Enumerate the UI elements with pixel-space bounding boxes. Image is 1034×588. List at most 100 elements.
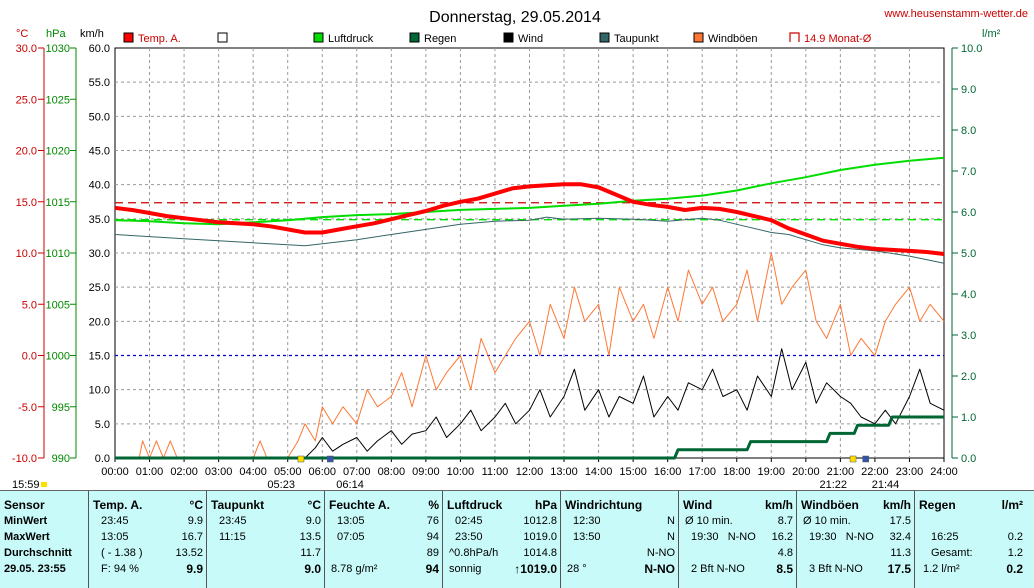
summary-label-current: 29.05. 23:55: [4, 563, 66, 575]
x-tick-label: 01:00: [136, 466, 164, 478]
rain-tick-label: 9.0: [961, 84, 976, 96]
summary-section-wind: Wind km/h Ø 10 min. 8.7 19:30 N-NO 16.2 4.8…: [678, 491, 797, 588]
pressure-tick-label: 1030: [46, 43, 70, 55]
summary-cell-total: 1.2 l/m²: [923, 563, 960, 575]
x-tick-label: 07:00: [343, 466, 371, 478]
temp-tick-label: -5.0: [18, 402, 37, 414]
summary-section-windrichtung: Windrichtung 12:30 N 13:50 N N-NO 28 ° N-NO: [560, 491, 679, 588]
rain-tick-label: 2.0: [961, 371, 976, 383]
sun-marker-icon: [297, 455, 305, 463]
x-tick-label: 00:00: [101, 466, 129, 478]
sun-marker-label: 06:14: [336, 479, 364, 490]
series-line-wind: [115, 348, 945, 459]
summary-section-luftdruck: Luftdruck hPa 02:45 1012.8 23:50 1019.0 ^0.…: [442, 491, 561, 588]
pressure-tick-label: 1025: [46, 94, 70, 106]
summary-cell-value: 1.2: [1007, 547, 1023, 559]
summary-label-min: MinWert: [4, 515, 48, 527]
wind-tick-label: 35.0: [89, 214, 110, 226]
series-line-taupunkt: [114, 216, 945, 264]
legend-label: Regen: [424, 33, 456, 45]
temp-tick-label: 5.0: [22, 299, 37, 311]
summary-cell-time: 16:25: [931, 531, 959, 543]
pressure-tick-label: 990: [52, 453, 70, 465]
website-label: www.heusenstamm-wetter.de: [883, 8, 1028, 20]
summary-header-label: Feuchte A.: [329, 498, 390, 512]
x-tick-label: 13:00: [550, 466, 578, 478]
wind-tick-label: 20.0: [89, 316, 110, 328]
summary-cell-current: 0.2: [1006, 562, 1023, 576]
wind-tick-label: 30.0: [89, 248, 110, 260]
pressure-unit-label: hPa: [46, 28, 66, 40]
summary-header-label: Windböen: [801, 498, 859, 512]
wind-tick-label: 15.0: [89, 351, 110, 363]
summary-cell-time: 23:45: [219, 515, 247, 527]
temp-tick-label: 30.0: [16, 43, 37, 55]
summary-cell-current: 94: [425, 562, 439, 576]
summary-cell-value: 1014.8: [523, 547, 557, 559]
summary-cell-value: 9.0: [305, 515, 321, 527]
legend-swatch: [313, 32, 324, 43]
summary-cell-note: Ø 10 min.: [803, 515, 851, 527]
corner-time-label: 15:59: [12, 479, 40, 490]
rain-tick-label: 0.0: [961, 453, 976, 465]
summary-cell-time: 23:50: [455, 531, 483, 543]
rain-tick-label: 8.0: [961, 125, 976, 137]
sun-marker-label: 21:22: [820, 479, 848, 490]
summary-header-label: Windrichtung: [565, 498, 643, 512]
summary-cell-time: 23:45: [101, 515, 129, 527]
series-line-temp-a-: [114, 182, 945, 256]
legend-swatch: [503, 32, 514, 43]
x-tick-label: 21:00: [827, 466, 855, 478]
wind-unit-label: km/h: [80, 28, 104, 40]
x-tick-label: 19:00: [758, 466, 786, 478]
x-tick-label: 14:00: [585, 466, 613, 478]
x-tick-label: 11:00: [482, 466, 509, 478]
summary-header-unit: °C: [307, 498, 321, 512]
summary-cell-time: 19:30 N-NO: [809, 531, 874, 543]
summary-cell-value: 8.7: [777, 515, 793, 527]
pressure-tick-label: 1020: [46, 146, 70, 158]
summary-cell-value: 16.7: [181, 531, 203, 543]
x-tick-label: 24:00: [930, 466, 958, 478]
summary-section-regen: Regen l/m² 16:25 0.2 Gesamt: 1.2 1.2 l/m² 0.…: [914, 491, 1027, 588]
chart-title: Donnerstag, 29.05.2014: [429, 9, 601, 26]
summary-header-label: Temp. A.: [93, 498, 143, 512]
x-tick-label: 04:00: [239, 466, 267, 478]
summary-cell-time: 13:50: [573, 531, 601, 543]
rain-tick-label: 10.0: [961, 43, 982, 55]
wind-tick-label: 55.0: [89, 77, 110, 89]
legend-swatch: [693, 32, 704, 43]
summary-cell-value: 13.52: [175, 547, 203, 559]
summary-section-sensor: Sensor MinWert MaxWert Durchschnitt 29.0…: [0, 491, 88, 588]
summary-cell-note: 8.78 g/m²: [331, 563, 378, 575]
summary-cell-value: 89: [426, 547, 439, 559]
wind-tick-label: 10.0: [89, 385, 110, 397]
rain-tick-label: 4.0: [961, 289, 976, 301]
x-tick-label: 18:00: [723, 466, 751, 478]
summary-header-unit: l/m²: [1001, 498, 1023, 512]
x-tick-label: 10:00: [447, 466, 475, 478]
legend-swatch: [409, 32, 420, 43]
summary-header-unit: km/h: [764, 498, 793, 512]
summary-header-label: Luftdruck: [447, 498, 503, 512]
summary-cell-value: 13.5: [299, 531, 321, 543]
x-tick-label: 17:00: [688, 466, 716, 478]
sun-marker-icon: [327, 455, 334, 463]
summary-cell-time: 02:45: [455, 515, 483, 527]
weather-chart: 00:00 01:00 02:00 03:00 04:00 05:00 06:00 07:00…: [12, 8, 1028, 490]
legend-label: Wind: [518, 33, 543, 45]
summary-cell-value: N: [667, 515, 675, 527]
summary-cell-value: 32.4: [889, 531, 911, 543]
sun-marker-label: 05:23: [267, 479, 295, 490]
x-tick-label: 05:00: [274, 466, 302, 478]
x-tick-label: 08:00: [378, 466, 406, 478]
temp-tick-label: -10.0: [12, 453, 37, 465]
wind-tick-label: 45.0: [89, 146, 110, 158]
temp-tick-label: 0.0: [22, 351, 37, 363]
summary-section-taupunkt: Taupunkt °C 23:45 9.0 11:15 13.5 11.7 9.0: [206, 491, 325, 588]
pressure-tick-label: 1000: [46, 351, 70, 363]
x-tick-label: 23:00: [896, 466, 924, 478]
wind-tick-label: 25.0: [89, 282, 110, 294]
summary-cell-current: ↑1019.0: [514, 562, 557, 576]
